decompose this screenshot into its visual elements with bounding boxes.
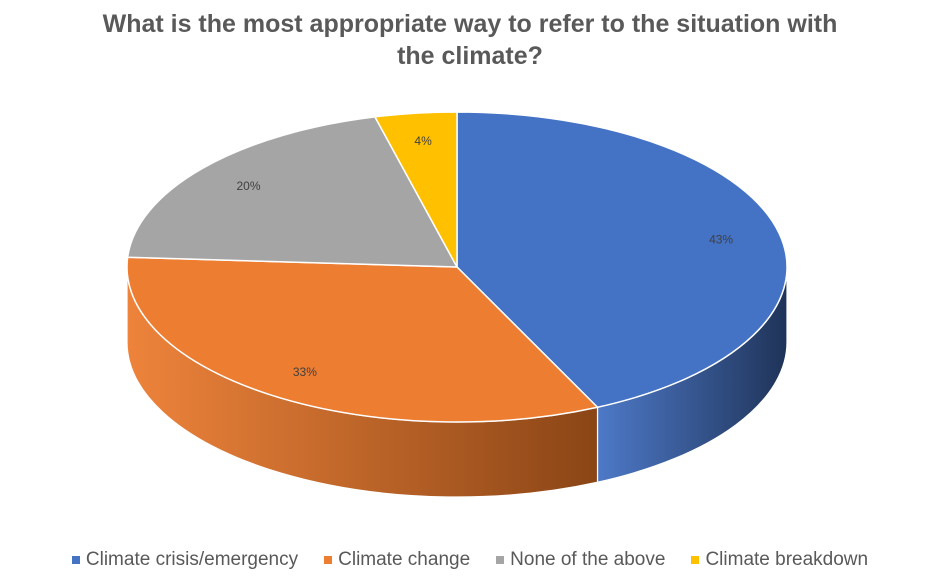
legend-swatch bbox=[496, 556, 505, 564]
data-label-climate-crisis-emergency: 43% bbox=[709, 232, 733, 246]
legend-label: Climate crisis/emergency bbox=[85, 549, 299, 570]
pie-slice-climate-breakdown bbox=[374, 111, 458, 268]
legend-item-climate-change: Climate change bbox=[324, 549, 470, 571]
legend-label: Climate change bbox=[338, 549, 471, 570]
pie-slice-none-of-the-above bbox=[126, 116, 458, 268]
legend-item-climate-breakdown: Climate breakdown bbox=[691, 549, 868, 571]
data-label-climate-change: 33% bbox=[293, 365, 317, 379]
pie-slice-climate-crisis-emergency bbox=[456, 111, 788, 408]
legend-swatch bbox=[324, 556, 333, 564]
pie-slice-climate-change bbox=[126, 256, 599, 423]
legend-label: None of the above bbox=[510, 549, 666, 570]
legend-item-climate-crisis-emergency: Climate crisis/emergency bbox=[71, 549, 299, 571]
legend-swatch bbox=[71, 556, 80, 564]
pie-plot-area: 43% 33% 20% 4% bbox=[126, 111, 788, 498]
legend-item-none-of-the-above: None of the above bbox=[496, 549, 665, 571]
legend-label: Climate breakdown bbox=[705, 549, 869, 570]
chart-title: What is the most appropriate way to refe… bbox=[102, 10, 838, 70]
data-label-none-of-the-above: 20% bbox=[236, 179, 260, 193]
legend-swatch bbox=[691, 556, 700, 564]
chart-legend: Climate crisis/emergency Climate change No… bbox=[0, 549, 940, 571]
data-label-climate-breakdown: 4% bbox=[414, 134, 432, 148]
